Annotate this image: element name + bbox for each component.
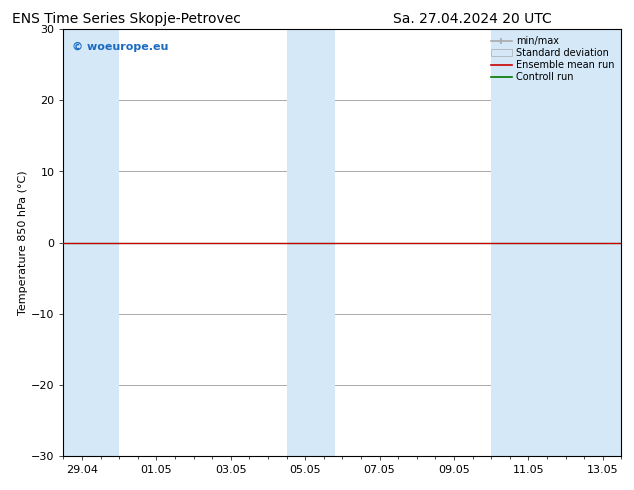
Bar — [491, 29, 621, 456]
Bar — [63, 29, 119, 456]
Legend: min/max, Standard deviation, Ensemble mean run, Controll run: min/max, Standard deviation, Ensemble me… — [489, 34, 616, 84]
Text: Sa. 27.04.2024 20 UTC: Sa. 27.04.2024 20 UTC — [393, 12, 552, 26]
Text: ENS Time Series Skopje-Petrovec: ENS Time Series Skopje-Petrovec — [12, 12, 241, 26]
Y-axis label: Temperature 850 hPa (°C): Temperature 850 hPa (°C) — [18, 170, 28, 315]
Text: © woeurope.eu: © woeurope.eu — [72, 42, 168, 52]
Bar — [287, 29, 335, 456]
